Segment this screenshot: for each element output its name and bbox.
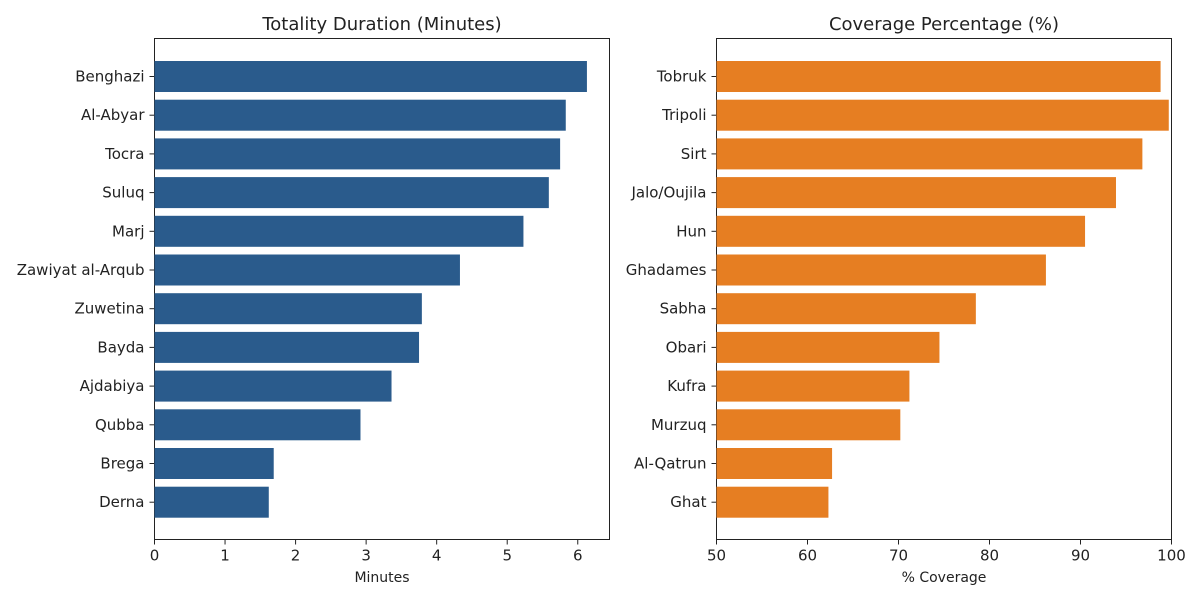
bar	[716, 254, 1046, 286]
x-axis-ticks: 0 1 2 3 4 5 6	[150, 539, 583, 565]
coverage-chart: Coverage Percentage (%) Tobruk Tripoli Sir…	[626, 14, 1186, 586]
category-label: Tobruk	[656, 68, 707, 86]
category-labels: Benghazi Al-Abyar Tocra Suluq Marj Zawiyat al…	[17, 68, 155, 511]
category-label: Ajdabiya	[80, 377, 145, 395]
bar	[154, 448, 274, 479]
category-label: Bayda	[97, 338, 144, 356]
bar	[716, 99, 1169, 131]
category-label: Brega	[100, 455, 144, 473]
bar	[716, 138, 1143, 170]
plot-frame	[154, 38, 610, 540]
category-label: Al-Qatrun	[634, 455, 706, 473]
category-label: Kufra	[667, 377, 706, 395]
bars	[154, 61, 587, 518]
bars	[716, 61, 1169, 518]
x-axis-label: Minutes	[354, 570, 409, 586]
bar	[154, 138, 561, 170]
x-axis-label: % Coverage	[902, 570, 987, 586]
x-tick-label: 5	[502, 547, 512, 565]
category-label: Zawiyat al-Arqub	[17, 261, 145, 279]
x-tick-label: 50	[707, 547, 726, 565]
category-label: Tripoli	[661, 106, 706, 124]
bar	[716, 448, 833, 479]
bar	[154, 370, 392, 402]
x-tick-label: 1	[220, 547, 230, 565]
chart-title: Totality Duration (Minutes)	[261, 14, 501, 35]
category-label: Al-Abyar	[81, 106, 145, 124]
bar	[716, 61, 1161, 92]
x-tick-label: 70	[889, 547, 908, 565]
x-tick-label: 100	[1157, 547, 1186, 565]
bar	[154, 99, 566, 131]
x-tick-label: 3	[361, 547, 371, 565]
bar	[154, 486, 269, 518]
category-label: Sabha	[660, 300, 707, 318]
plot-frame	[716, 38, 1172, 540]
category-label: Hun	[676, 222, 706, 240]
bar	[154, 61, 587, 92]
bar	[154, 177, 549, 209]
bar	[716, 331, 940, 363]
category-label: Murzuq	[651, 416, 707, 434]
bar	[716, 293, 976, 325]
x-axis-ticks: 50 60 70 80 90 100	[707, 539, 1186, 565]
x-tick-label: 0	[150, 547, 160, 565]
bar	[154, 293, 422, 325]
x-tick-label: 4	[432, 547, 442, 565]
bar	[716, 409, 901, 441]
category-labels: Tobruk Tripoli Sirt Jalo/Oujila Hun Ghadames S…	[626, 68, 717, 511]
x-tick-label: 6	[573, 547, 583, 565]
category-label: Suluq	[102, 184, 144, 202]
bar	[154, 331, 420, 363]
category-label: Sirt	[681, 145, 707, 163]
x-tick-label: 2	[291, 547, 301, 565]
bar	[716, 215, 1086, 247]
chart-title: Coverage Percentage (%)	[829, 14, 1059, 35]
x-tick-label: 90	[1071, 547, 1090, 565]
bar	[716, 486, 829, 518]
category-label: Obari	[666, 338, 707, 356]
category-label: Zuwetina	[74, 300, 144, 318]
category-label: Jalo/Oujila	[630, 184, 706, 202]
bar	[154, 254, 460, 286]
category-label: Benghazi	[75, 68, 144, 86]
x-tick-label: 80	[980, 547, 999, 565]
category-label: Ghadames	[626, 261, 707, 279]
category-label: Derna	[99, 493, 144, 511]
category-label: Ghat	[670, 493, 706, 511]
category-label: Marj	[112, 222, 144, 240]
bar	[716, 177, 1116, 209]
bar	[154, 409, 361, 441]
bar	[154, 215, 524, 247]
duration-chart: Totality Duration (Minutes) Benghazi Al-A…	[17, 14, 610, 586]
category-label: Tocra	[104, 145, 144, 163]
bar	[716, 370, 910, 402]
category-label: Qubba	[95, 416, 145, 434]
x-tick-label: 60	[798, 547, 817, 565]
